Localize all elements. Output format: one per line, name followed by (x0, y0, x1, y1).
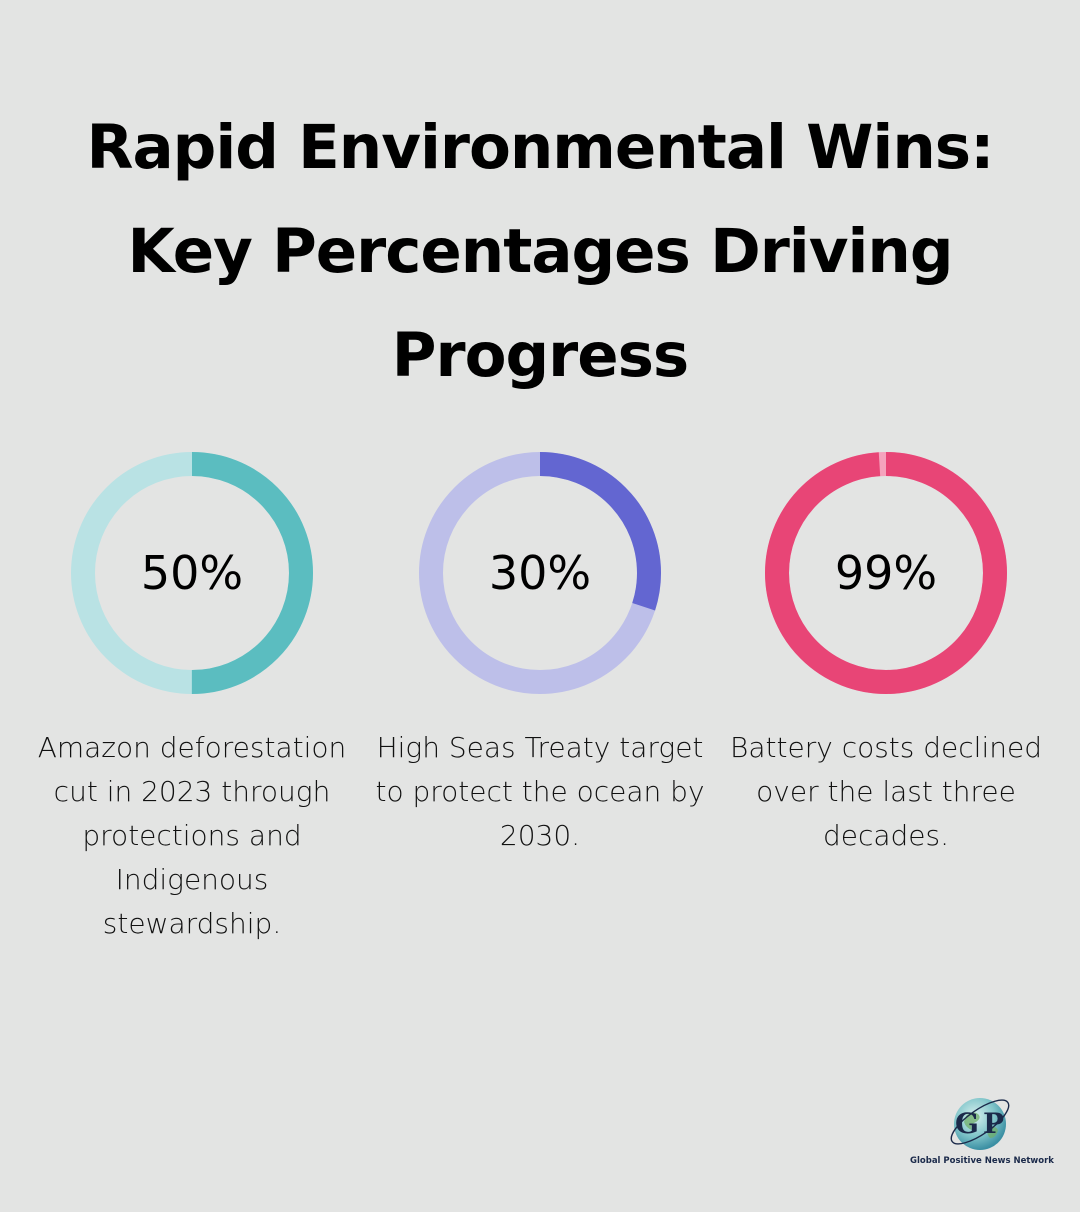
stat-card-battery: 99% Battery costs declined over the last… (716, 452, 1056, 858)
donut-ring (419, 452, 661, 694)
donut-ring (71, 452, 313, 694)
donut-fill (419, 452, 661, 694)
donut-fill (765, 452, 1007, 694)
donut-chart: 99% (765, 452, 1007, 694)
donut-chart: 30% (419, 452, 661, 694)
stat-value: 30% (488, 546, 592, 600)
logo-letter-g: G (955, 1107, 979, 1140)
page-title: Rapid Environmental Wins: Key Percentage… (0, 96, 1080, 408)
stat-card-high-seas: 30% High Seas Treaty target to protect t… (370, 452, 710, 858)
logo-letter-p: P (983, 1107, 1004, 1140)
orbit-ring (950, 1099, 1010, 1145)
donut-ring (765, 452, 1007, 694)
stat-value: 50% (140, 546, 244, 600)
stat-card-amazon: 50% Amazon deforestation cut in 2023 thr… (22, 452, 362, 946)
title-line-2: Key Percentages Driving (127, 216, 954, 287)
brand-logo: G P Global Positive News Network (910, 1088, 1054, 1178)
donut-fill (71, 452, 313, 694)
globe-icon: G P (950, 1098, 1010, 1150)
brand-name: Global Positive News Network (910, 1156, 1054, 1166)
stat-value: 99% (834, 546, 938, 600)
donut-chart: 50% (71, 452, 313, 694)
title-line-1: Rapid Environmental Wins: (86, 112, 995, 183)
title-line-3: Progress (391, 320, 689, 391)
stat-caption: Battery costs declined over the last thr… (730, 731, 1042, 852)
stat-caption: Amazon deforestation cut in 2023 through… (37, 731, 347, 940)
stat-caption: High Seas Treaty target to protect the o… (375, 731, 705, 852)
